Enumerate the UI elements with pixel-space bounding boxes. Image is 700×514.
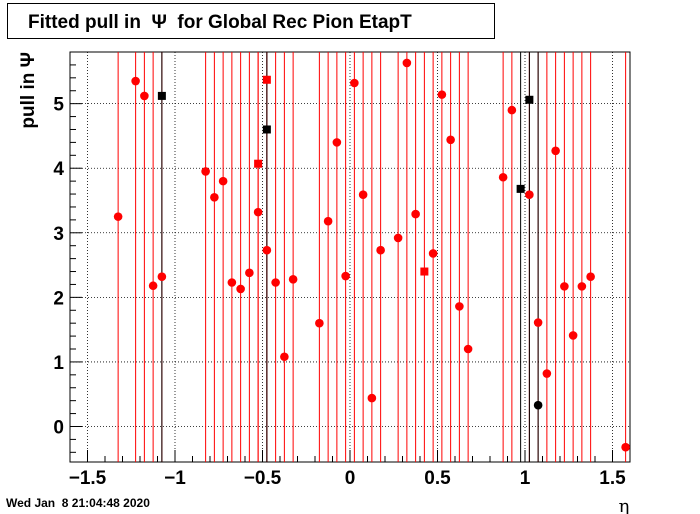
x-tick-label: 0 bbox=[345, 468, 356, 489]
data-point bbox=[358, 190, 368, 199]
y-tick-label: 1 bbox=[53, 353, 64, 374]
data-point bbox=[542, 369, 552, 378]
data-point bbox=[621, 442, 630, 452]
data-point bbox=[437, 90, 447, 99]
y-tick-label: 5 bbox=[53, 95, 64, 116]
y-tick-label: 3 bbox=[53, 224, 64, 245]
data-point bbox=[131, 76, 140, 86]
data-point bbox=[253, 207, 263, 217]
data-point bbox=[288, 274, 298, 284]
data-point bbox=[323, 216, 333, 226]
data-point bbox=[140, 91, 149, 101]
data-point bbox=[341, 271, 350, 281]
data-point bbox=[218, 176, 228, 186]
x-tick-label: 0.5 bbox=[424, 468, 451, 489]
y-tick-label: 4 bbox=[53, 159, 64, 180]
date-stamp: Wed Jan 8 21:04:48 2020 bbox=[6, 496, 150, 510]
x-tick-label: −0.5 bbox=[244, 468, 282, 489]
data-point bbox=[227, 278, 237, 287]
data-point bbox=[210, 192, 219, 202]
data-points bbox=[113, 52, 630, 462]
data-point bbox=[446, 135, 455, 145]
chart-title-box: Fitted pull in Ψ for Global Rec Pion Eta… bbox=[7, 3, 495, 39]
data-point-square bbox=[262, 125, 271, 134]
data-point bbox=[280, 352, 289, 362]
data-point bbox=[577, 282, 587, 291]
data-point bbox=[332, 138, 342, 147]
data-point-square bbox=[254, 159, 263, 168]
x-tick-label: 1 bbox=[520, 468, 531, 489]
data-point bbox=[315, 318, 324, 328]
data-point bbox=[533, 318, 543, 327]
x-tick-label: −1 bbox=[164, 468, 186, 489]
data-point bbox=[402, 58, 412, 68]
data-point-square bbox=[157, 91, 166, 100]
data-point-square bbox=[420, 267, 429, 276]
x-tick-label: −1.5 bbox=[69, 468, 107, 489]
data-point bbox=[498, 172, 508, 182]
data-point bbox=[525, 190, 534, 199]
data-point bbox=[586, 272, 595, 281]
data-point bbox=[507, 105, 517, 115]
data-point bbox=[463, 344, 473, 354]
y-tick-label: 0 bbox=[53, 417, 64, 438]
data-point bbox=[245, 268, 254, 278]
data-point bbox=[428, 249, 438, 258]
data-point bbox=[201, 167, 210, 176]
data-point bbox=[568, 331, 578, 340]
data-point bbox=[148, 281, 158, 291]
data-point bbox=[411, 209, 420, 219]
data-point-square bbox=[262, 75, 271, 84]
data-point bbox=[236, 284, 245, 294]
data-point bbox=[533, 400, 543, 410]
data-point bbox=[350, 78, 359, 88]
data-point bbox=[271, 278, 280, 287]
chart-title: Fitted pull in Ψ for Global Rec Pion Eta… bbox=[28, 12, 412, 33]
data-point bbox=[367, 393, 377, 403]
data-point bbox=[560, 282, 569, 291]
data-point-square bbox=[525, 95, 534, 104]
data-point bbox=[376, 245, 385, 255]
y-tick-label: 2 bbox=[53, 288, 64, 309]
data-point bbox=[551, 146, 560, 156]
data-point bbox=[393, 233, 403, 243]
x-tick-label: 1.5 bbox=[599, 468, 626, 489]
data-point bbox=[113, 212, 123, 221]
y-axis-label: pull in Ψ bbox=[18, 52, 39, 129]
x-axis-label: η bbox=[619, 496, 630, 514]
data-point bbox=[157, 272, 167, 281]
data-point-square bbox=[516, 184, 525, 193]
data-point bbox=[262, 245, 272, 255]
data-point bbox=[455, 302, 464, 311]
